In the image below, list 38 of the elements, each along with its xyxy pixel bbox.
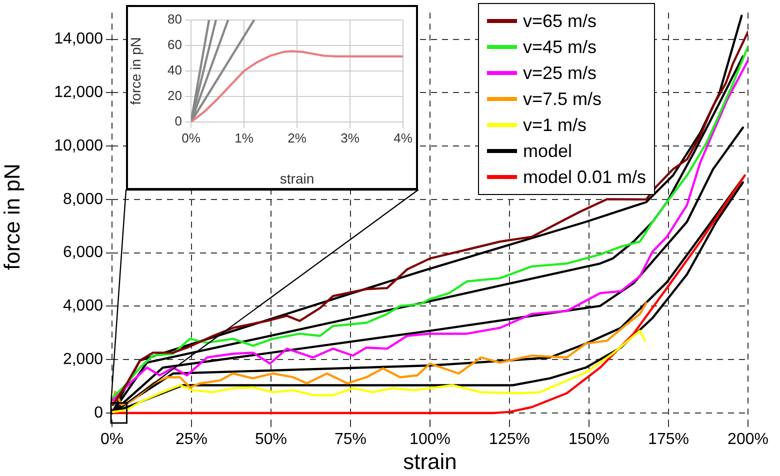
x-tick-label: 150% bbox=[568, 431, 610, 448]
x-tick-label: 75% bbox=[334, 431, 367, 448]
y-tick-label: 80 bbox=[168, 12, 182, 27]
legend-label: model 0.01 m/s bbox=[523, 166, 646, 189]
x-tick-label: 50% bbox=[254, 431, 288, 448]
y-tick-label: 0 bbox=[94, 404, 104, 422]
y-tick-label: 14,000 bbox=[54, 30, 104, 48]
y-tick-label: 40 bbox=[168, 62, 182, 78]
y-tick-label: 2,000 bbox=[62, 351, 104, 368]
x-tick-label: 0% bbox=[100, 431, 124, 448]
x-tick-label: 3% bbox=[340, 130, 360, 146]
x-tick-label: 2% bbox=[288, 130, 307, 146]
y-tick-label: 8,000 bbox=[62, 190, 104, 208]
y-axis-title: force in pN bbox=[127, 37, 144, 105]
legend-label: v=7.5 m/s bbox=[523, 88, 602, 111]
x-tick-label: 200% bbox=[728, 431, 768, 448]
y-tick-label: 4,000 bbox=[62, 298, 104, 315]
y-tick-label: 0 bbox=[174, 114, 182, 129]
legend-label: v=1 m/s bbox=[523, 114, 587, 137]
y-tick-label: 60 bbox=[168, 37, 182, 52]
x-tick-label: 175% bbox=[648, 431, 689, 448]
x-axis-title: strain bbox=[280, 170, 314, 186]
x-tick-label: 4% bbox=[394, 130, 413, 146]
y-tick-label: 12,000 bbox=[54, 84, 104, 102]
x-tick-label: 0% bbox=[182, 130, 201, 146]
x-tick-label: 100% bbox=[410, 431, 450, 448]
x-tick-label: 25% bbox=[175, 431, 208, 448]
legend-label: v=45 m/s bbox=[523, 36, 597, 59]
y-tick-label: 6,000 bbox=[62, 244, 104, 262]
legend-label: v=25 m/s bbox=[523, 62, 597, 85]
legend-label: model bbox=[523, 140, 572, 163]
x-tick-label: 1% bbox=[234, 130, 254, 146]
y-tick-label: 20 bbox=[168, 88, 182, 104]
x-axis-title: strain bbox=[403, 448, 457, 474]
y-axis-title: force in pN bbox=[0, 164, 24, 270]
y-tick-label: 10,000 bbox=[54, 137, 104, 154]
legend-label: v=65 m/s bbox=[523, 10, 597, 33]
x-tick-label: 125% bbox=[489, 431, 530, 448]
